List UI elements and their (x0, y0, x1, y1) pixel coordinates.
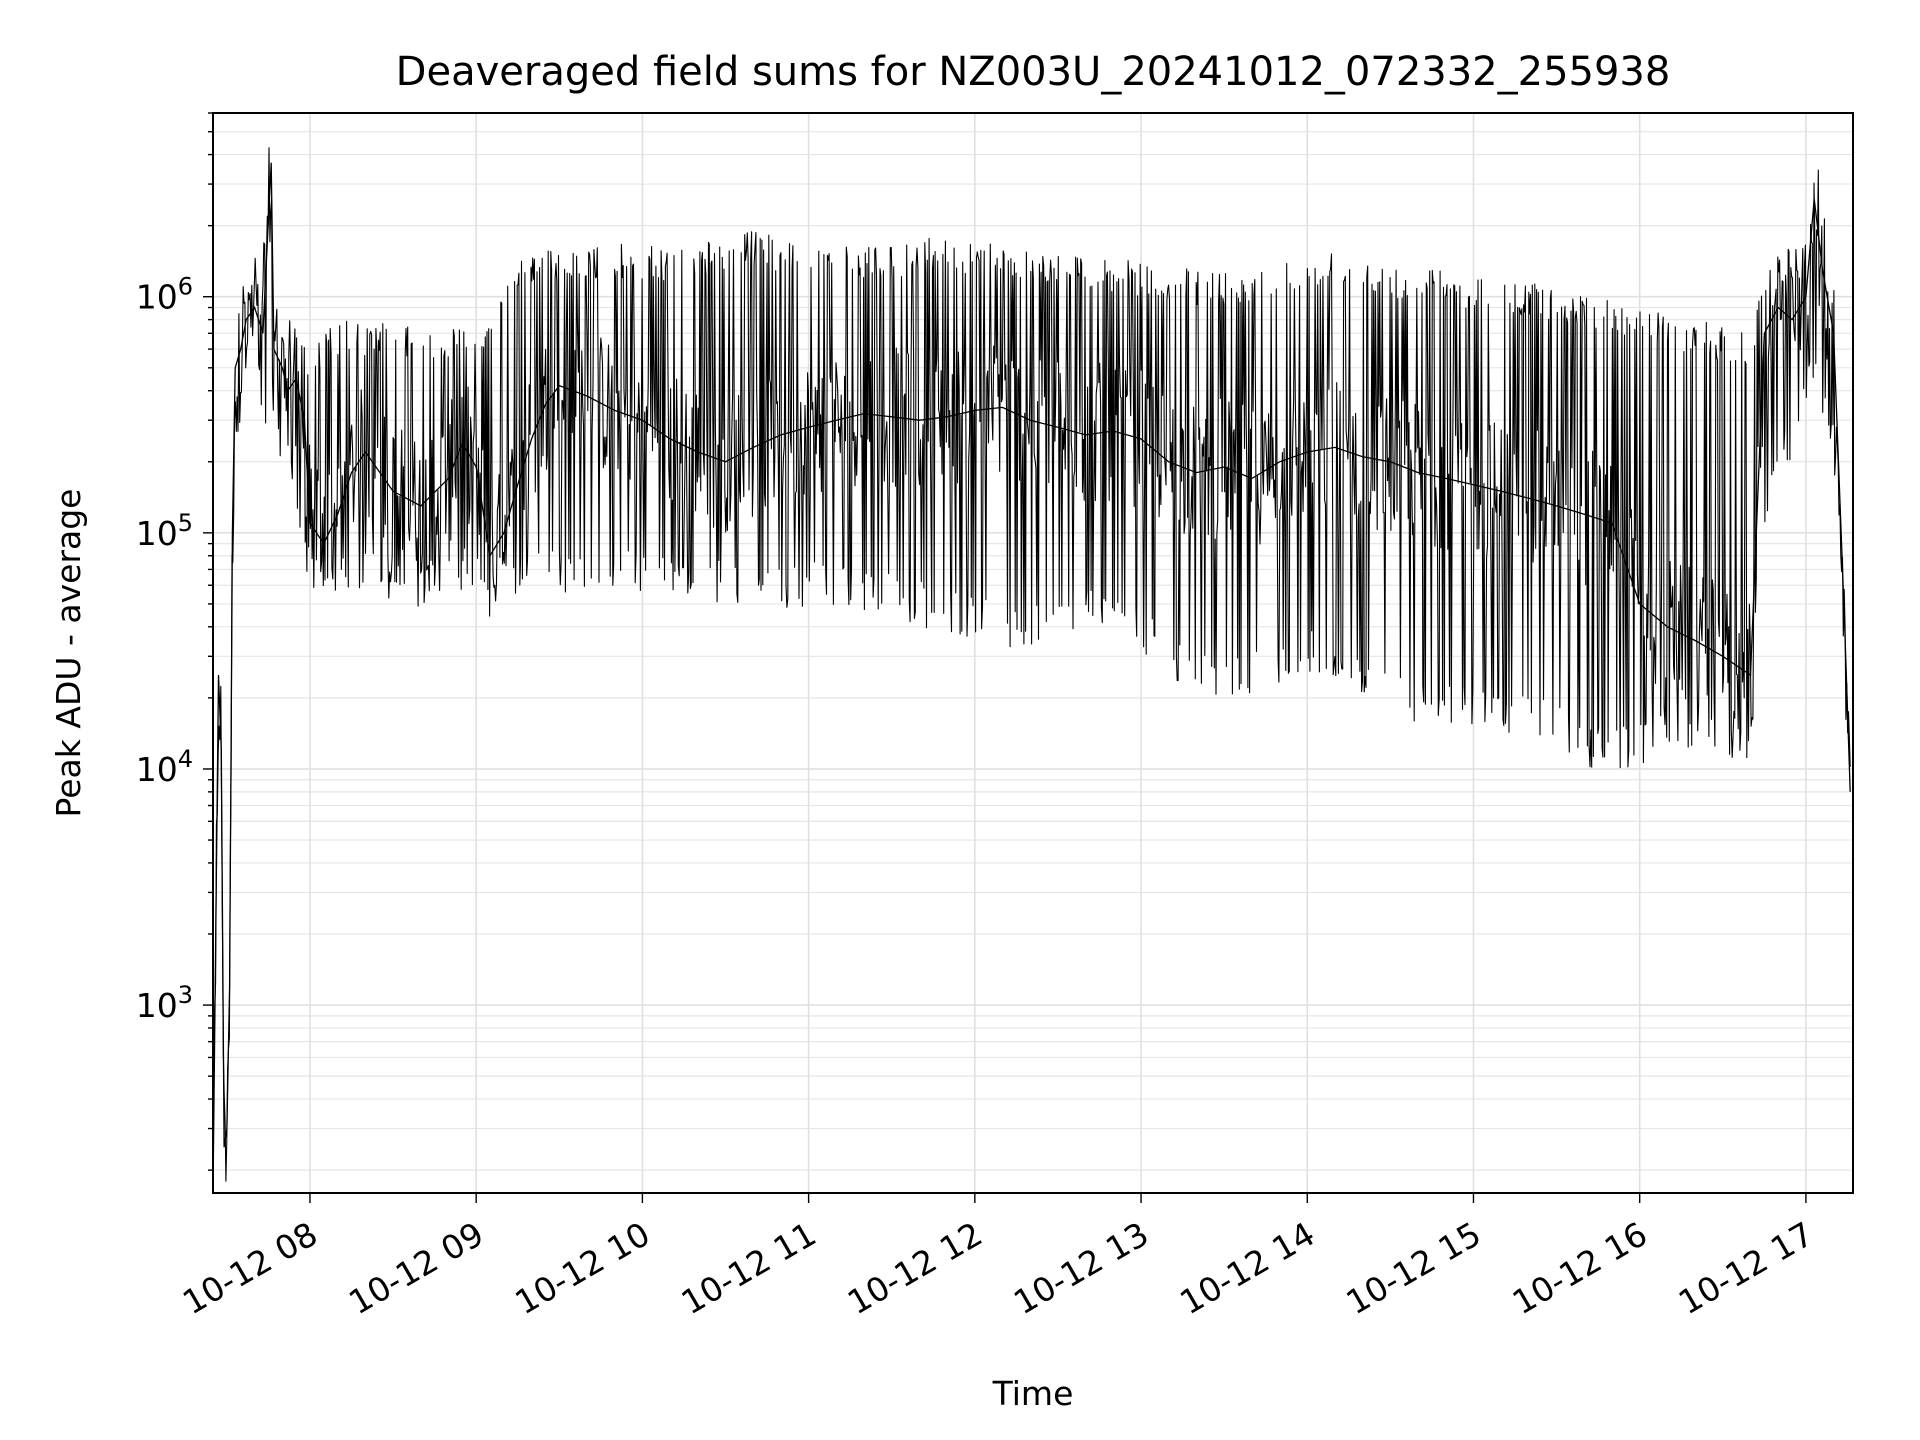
y-axis-label: Peak ADU - average (49, 489, 88, 818)
chart-title: Deaveraged field sums for NZ003U_2024101… (396, 49, 1671, 95)
y-tick-label: 106 (136, 273, 193, 317)
y-tick-label: 103 (136, 981, 193, 1025)
y-tick-label: 104 (136, 745, 193, 789)
plot-frame (212, 112, 1854, 1194)
series-line-keypoints (212, 162, 1851, 1194)
series-line (212, 147, 1851, 1194)
data-series (212, 147, 1851, 1194)
y-tick-label: 105 (136, 509, 193, 553)
x-axis-label: Time (992, 1374, 1074, 1413)
